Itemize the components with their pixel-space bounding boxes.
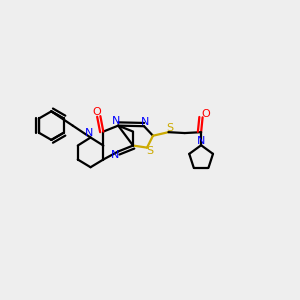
Text: N: N bbox=[197, 136, 205, 146]
Text: N: N bbox=[111, 150, 119, 160]
Text: S: S bbox=[146, 146, 154, 156]
Text: N: N bbox=[112, 116, 120, 126]
Text: S: S bbox=[166, 123, 173, 133]
Text: O: O bbox=[202, 109, 211, 119]
Text: O: O bbox=[92, 107, 101, 117]
Text: N: N bbox=[141, 117, 150, 127]
Text: N: N bbox=[85, 128, 93, 138]
